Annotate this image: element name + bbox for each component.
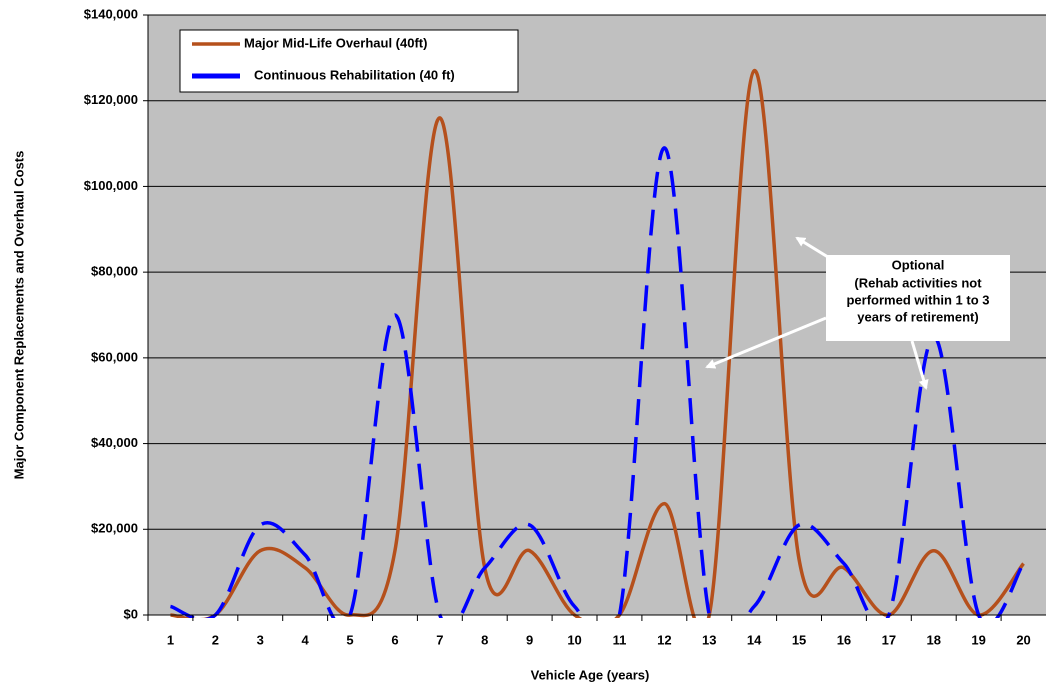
x-tick-label: 16 <box>837 632 851 647</box>
y-tick-label: $100,000 <box>84 178 138 193</box>
legend-label: Major Mid-Life Overhaul (40ft) <box>244 35 427 50</box>
x-tick-label: 6 <box>391 632 398 647</box>
x-tick-label: 12 <box>657 632 671 647</box>
x-tick-label: 10 <box>567 632 581 647</box>
arrow <box>705 316 827 369</box>
x-tick-label: 13 <box>702 632 716 647</box>
x-tick-label: 7 <box>436 632 443 647</box>
annotation-box <box>826 255 1010 341</box>
y-tick-label: $140,000 <box>84 6 138 21</box>
x-tick-label: 14 <box>747 632 762 647</box>
x-tick-label: 8 <box>481 632 488 647</box>
annotation-title: Optional <box>892 257 945 272</box>
legend <box>179 29 519 93</box>
x-tick-label: 18 <box>927 632 941 647</box>
x-tick-label: 11 <box>613 632 627 647</box>
legend-label: Continuous Rehabilitation (40 ft) <box>254 67 455 82</box>
annotation-text: performed within 1 to 3 <box>846 292 989 307</box>
annotation: Optional (Rehab activities not performed… <box>705 236 1010 390</box>
x-tick-label: 15 <box>792 632 806 647</box>
x-tick-label: 1 <box>167 632 174 647</box>
x-tick-label: 9 <box>526 632 533 647</box>
x-tick-label: 5 <box>346 632 353 647</box>
y-tick-label: $0 <box>124 606 138 621</box>
x-tick-label: 20 <box>1016 632 1030 647</box>
x-tick-label: 2 <box>212 632 219 647</box>
x-tick-label: 17 <box>882 632 896 647</box>
x-tick-label: 4 <box>302 632 310 647</box>
x-axis-title: Vehicle Age (years) <box>531 667 650 682</box>
arrow <box>910 340 929 390</box>
y-tick-label: $40,000 <box>91 435 138 450</box>
y-tick-label: $80,000 <box>91 264 138 279</box>
arrow <box>795 236 837 264</box>
annotation-text: years of retirement) <box>857 309 978 324</box>
y-tick-label: $20,000 <box>91 521 138 536</box>
y-axis-title: Major Component Replacements and Overhau… <box>11 151 26 480</box>
y-tick-label: $60,000 <box>91 349 138 364</box>
y-tick-label: $120,000 <box>84 92 138 107</box>
annotation-text: (Rehab activities not <box>854 275 982 290</box>
x-tick-label: 3 <box>257 632 264 647</box>
x-tick-label: 19 <box>971 632 985 647</box>
